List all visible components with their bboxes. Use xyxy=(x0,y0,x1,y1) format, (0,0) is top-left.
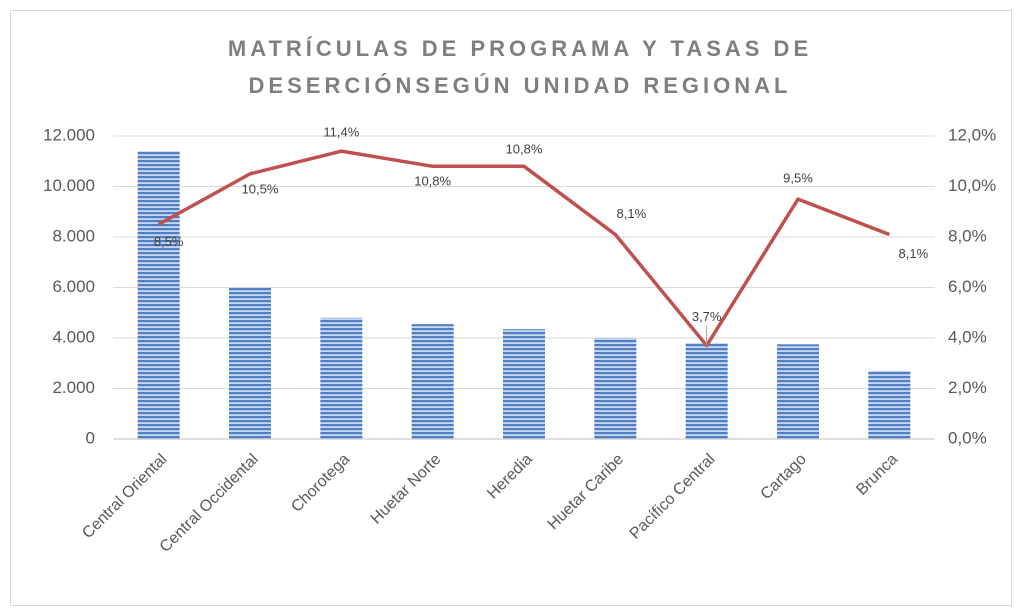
line-series xyxy=(157,149,890,348)
y2-tick-label: 0,0% xyxy=(948,428,987,447)
bar xyxy=(503,329,545,439)
data-label: 10,5% xyxy=(242,181,279,196)
data-label: 8,5% xyxy=(154,234,184,249)
y-tick-label: 10.000 xyxy=(43,176,95,195)
data-label: 3,7% xyxy=(692,309,722,324)
data-label: 10,8% xyxy=(414,174,451,189)
y2-tick-label: 12,0% xyxy=(948,125,996,144)
data-label: 10,8% xyxy=(506,142,543,157)
data-label: 9,5% xyxy=(783,171,813,186)
y-tick-label: 8.000 xyxy=(52,226,95,245)
chart-title: DESERCIÓNSEGÚN UNIDAD REGIONAL xyxy=(249,73,792,98)
y-tick-label: 6.000 xyxy=(52,277,95,296)
y-tick-label: 4.000 xyxy=(52,327,95,346)
bar xyxy=(685,343,728,439)
chart-title: MATRÍCULAS DE PROGRAMA Y TASAS DE xyxy=(228,36,812,61)
bar xyxy=(229,287,271,439)
y-tick-label: 12.000 xyxy=(43,125,95,144)
bar xyxy=(777,344,819,439)
bar xyxy=(594,338,637,439)
data-label: 8,1% xyxy=(617,206,647,221)
data-label: 11,4% xyxy=(323,125,359,140)
data-label: 8,1% xyxy=(899,246,929,261)
bar xyxy=(411,324,454,439)
y2-tick-label: 6,0% xyxy=(948,277,987,296)
y2-tick-label: 4,0% xyxy=(948,327,987,346)
y2-tick-label: 2,0% xyxy=(948,378,987,397)
bar xyxy=(868,370,911,439)
y2-tick-label: 8,0% xyxy=(948,226,987,245)
bar xyxy=(320,317,363,439)
y-tick-label: 0 xyxy=(86,428,95,447)
y2-tick-label: 10,0% xyxy=(948,176,996,195)
bar xyxy=(137,151,180,439)
y-tick-label: 2.000 xyxy=(52,378,95,397)
